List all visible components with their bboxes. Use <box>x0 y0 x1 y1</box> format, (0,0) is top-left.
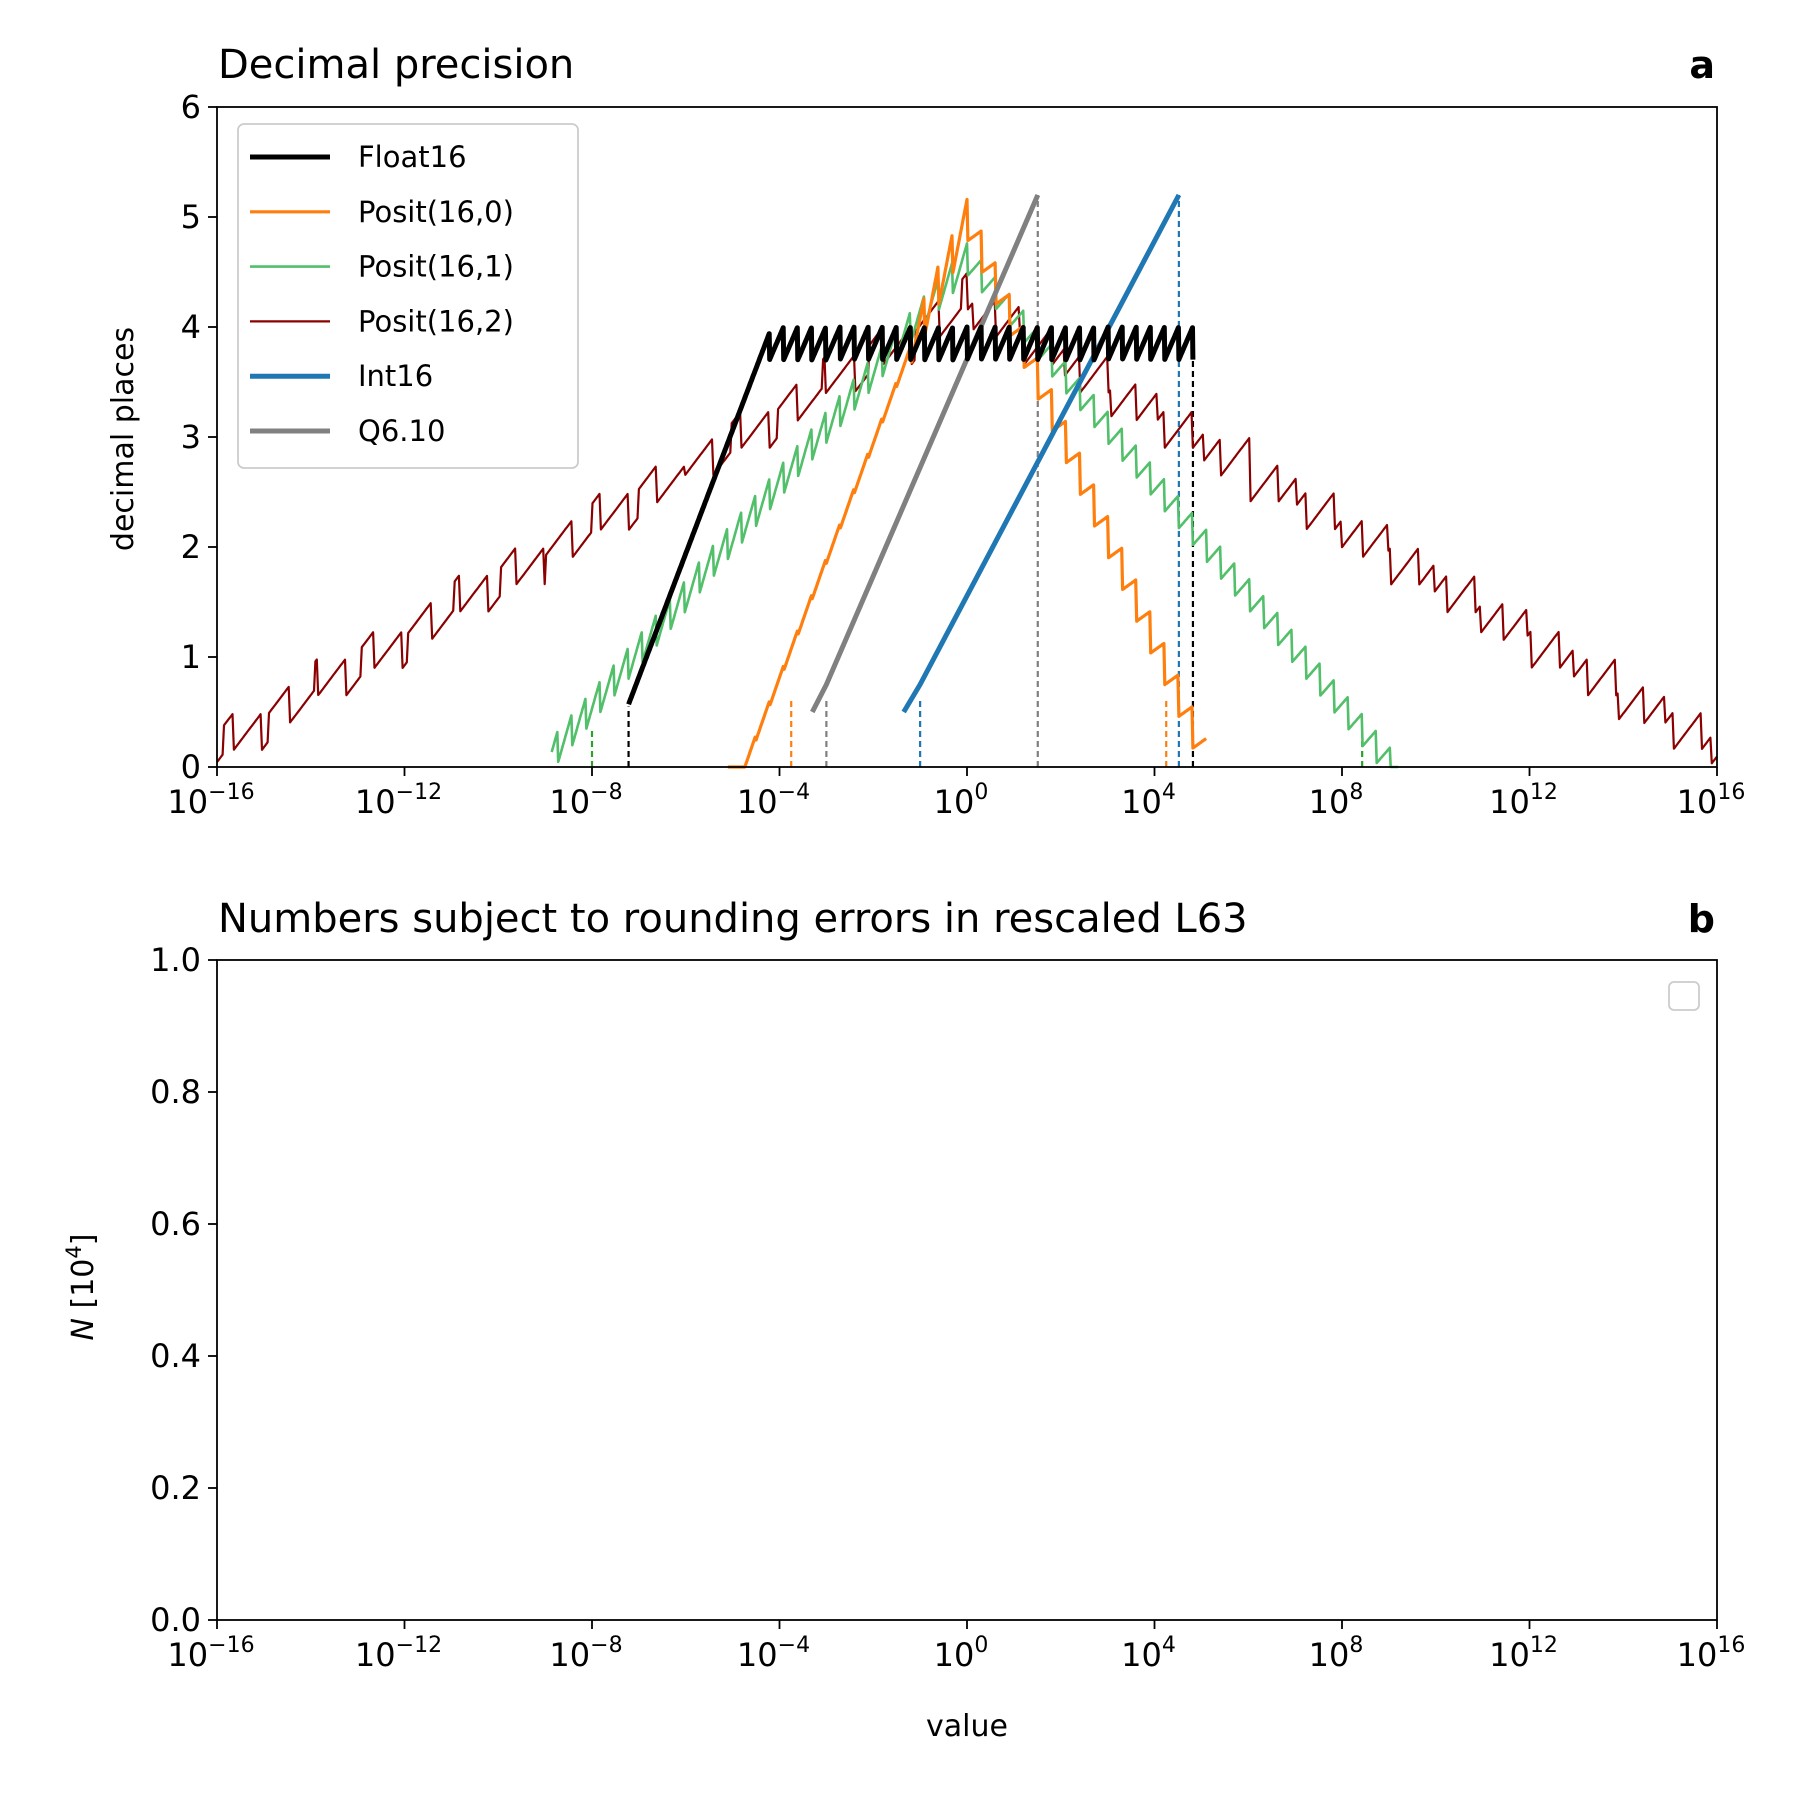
panel-a-y-tick-label: 3 <box>181 418 201 456</box>
panel-b-x-tick-label: 104 <box>1121 1633 1176 1674</box>
panel-b-x-tick-label: 1016 <box>1677 1633 1746 1674</box>
legend-label-int16: Int16 <box>358 359 433 393</box>
panel-b-x-tick-label: 1012 <box>1489 1633 1558 1674</box>
panel-a-y-ticks: 0 1 2 3 4 5 6 <box>181 88 217 786</box>
panel-a-y-tick-label: 1 <box>181 638 201 676</box>
legend-label-float16: Float16 <box>358 140 467 174</box>
legend-label-posit-16-2-: Posit(16,2) <box>358 304 514 338</box>
panel-a-x-tick-label: 100 <box>934 780 989 821</box>
panel-a-x-tick-label: 104 <box>1121 780 1176 821</box>
panel-b-plot-area <box>216 959 1718 1621</box>
series-line-posit-16-0- <box>727 197 1208 769</box>
panel-b-title: Numbers subject to rounding errors in re… <box>218 896 1248 942</box>
panel-a-y-axis-title: decimal places <box>106 327 141 551</box>
legend-label-posit-16-0-: Posit(16,0) <box>358 195 514 229</box>
legend-label-q6-10: Q6.10 <box>358 414 445 448</box>
panel-b-x-tick-label: 100 <box>934 1633 989 1674</box>
panel-a-legend: Float16 Posit(16,0) Posit(16,1) Posit(16,2)… <box>237 123 579 469</box>
panel-b-label: b <box>1688 897 1715 941</box>
panel-a-x-ticks: 10−16 10−12 10−8 10−4 100 104 108 1012 1016 <box>167 767 1745 821</box>
legend-box <box>237 123 579 469</box>
panel-b-y-unit-base: 10 <box>66 1259 101 1297</box>
panel-a-x-tick-label: 10−16 <box>167 780 254 821</box>
panel-b-x-tick-label: 10−8 <box>549 1633 622 1674</box>
panel-b-y-ticks: 0.0 0.2 0.4 0.6 0.8 1.0 <box>150 941 217 1639</box>
panel-b-y-symbol: N <box>66 1318 101 1340</box>
panel-a-y-tick-label: 5 <box>181 198 201 236</box>
panel-b-y-axis-title: N [104] <box>62 1234 101 1341</box>
series-line-posit-16-2- <box>216 272 1718 765</box>
panel-a-x-tick-label: 1012 <box>1489 780 1558 821</box>
panel-a-y-tick-label: 6 <box>181 88 201 126</box>
panel-a-y-tick-label: 2 <box>181 528 201 566</box>
panel-b-legend <box>1668 981 1700 1011</box>
panel-b-y-unit-exp: 4 <box>62 1245 86 1258</box>
panel-a-x-tick-label: 10−12 <box>355 780 442 821</box>
series-line-q6-10 <box>810 194 1041 714</box>
legend-box <box>1668 981 1700 1011</box>
panel-a-label: a <box>1689 43 1715 87</box>
panel-b-x-tick-label: 10−12 <box>355 1633 442 1674</box>
panel-a-y-tick-label: 4 <box>181 308 201 346</box>
panel-a-x-tick-label: 1016 <box>1677 780 1746 821</box>
panel-b-x-tick-label: 10−16 <box>167 1633 254 1674</box>
panel-b-x-tick-label: 10−4 <box>737 1633 810 1674</box>
panel-a-x-tick-label: 10−8 <box>549 780 622 821</box>
series-line-posit-16-1- <box>550 242 1400 769</box>
panel-a-y-tick-label: 0 <box>181 748 201 786</box>
panel-a-plot-area <box>216 106 1718 769</box>
panel-b: 10−16 10−12 10−8 10−4 100 104 108 1012 1016 0.00… <box>62 896 1745 1744</box>
panel-b-x-ticks: 10−16 10−12 10−8 10−4 100 104 108 1012 1016 <box>167 1620 1745 1674</box>
panel-b-x-tick-label: 108 <box>1309 1633 1364 1674</box>
panel-b-frame <box>216 959 1718 1621</box>
legend-label-posit-16-1-: Posit(16,1) <box>358 250 514 284</box>
panel-b-y-tick-label: 0.8 <box>150 1073 201 1111</box>
panel-a-x-tick-label: 10−4 <box>737 780 810 821</box>
panel-b-y-tick-label: 0.0 <box>150 1601 201 1639</box>
panel-b-y-tick-label: 0.4 <box>150 1337 201 1375</box>
panel-a-x-tick-label: 108 <box>1309 780 1364 821</box>
panel-a-title: Decimal precision <box>218 42 574 88</box>
panel-b-x-axis-title: value <box>926 1709 1008 1744</box>
panel-b-y-tick-label: 0.2 <box>150 1469 201 1507</box>
panel-b-y-tick-label: 0.6 <box>150 1205 201 1243</box>
panel-a: 10−16 10−12 10−8 10−4 100 104 108 1012 1016 0 1 2 3… <box>106 42 1745 821</box>
panel-b-y-tick-label: 1.0 <box>150 941 201 979</box>
series-line-float16 <box>626 324 1196 706</box>
